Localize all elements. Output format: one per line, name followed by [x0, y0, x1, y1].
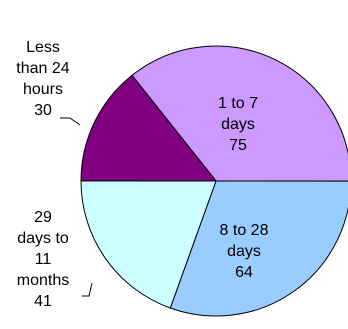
slice-category-label: hours: [23, 81, 63, 98]
slice-category-label: days to: [17, 230, 69, 247]
pie-slices: [80, 45, 348, 317]
leader-line-3: [82, 282, 93, 297]
slice-category-label: 29: [34, 209, 52, 226]
slice-value-label: 64: [235, 264, 253, 281]
slice-category-label: days: [227, 243, 261, 260]
slice-label-4: Less than 24 hours 30: [16, 39, 69, 119]
slice-value-label: 75: [229, 137, 247, 154]
leader-line-4: [60, 117, 81, 126]
pie-slice-3: [80, 180, 217, 309]
slice-category-label: days: [221, 116, 255, 133]
slice-category-label: 1 to 7: [218, 95, 258, 112]
slice-category-label: months: [17, 272, 69, 289]
slice-value-label: 41: [34, 293, 52, 310]
slice-label-2: 8 to 28 days 64: [220, 222, 269, 281]
slice-value-label: 30: [34, 102, 52, 119]
slice-label-3: 29 days to 11 months 41: [17, 209, 69, 310]
slice-category-label: Less: [26, 39, 60, 56]
slice-category-label: 8 to 28: [220, 222, 269, 239]
slice-label-1: 1 to 7 days 75: [218, 95, 258, 154]
slice-category-label: 11: [35, 251, 52, 268]
slice-category-label: than 24: [16, 60, 69, 77]
pie-slice-4: [80, 74, 218, 182]
pie-slice-1: [131, 45, 348, 182]
